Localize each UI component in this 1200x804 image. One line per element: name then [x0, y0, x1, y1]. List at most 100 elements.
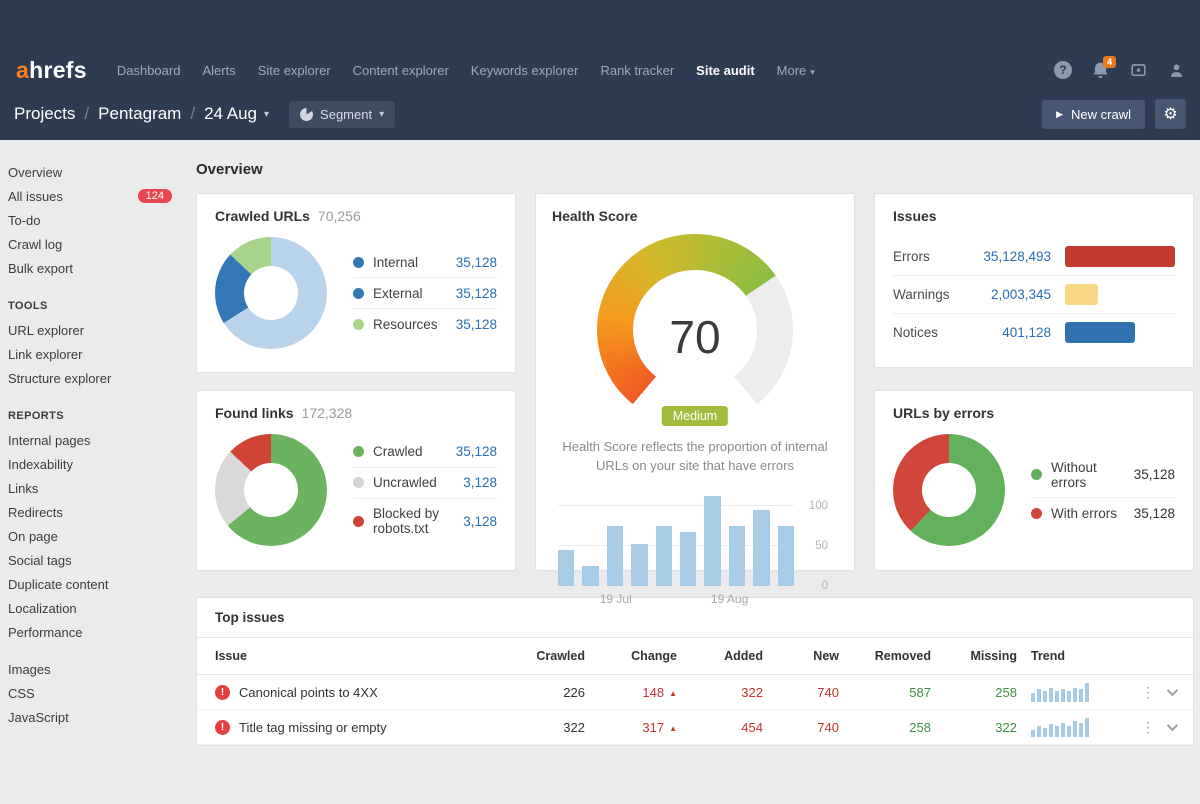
messages-icon[interactable]	[1129, 61, 1148, 80]
new-value: 740	[817, 684, 839, 700]
health-rating-badge: Medium	[661, 406, 729, 426]
issues-count-link[interactable]: 401,128	[1002, 325, 1051, 340]
new-crawl-button[interactable]: ▶ New crawl	[1042, 99, 1145, 129]
legend-label: External	[373, 285, 423, 301]
chevron-down-icon[interactable]	[1166, 684, 1179, 697]
nav-item-site-audit[interactable]: Site audit	[696, 62, 755, 78]
table-row: ! Canonical points to 4XX 226 148 ▲ 322 7…	[197, 675, 1193, 710]
sidebar-item-css[interactable]: CSS	[8, 681, 172, 705]
legend-value-link[interactable]: 35,128	[455, 316, 497, 332]
breadcrumb-projects[interactable]: Projects	[14, 104, 76, 123]
urls-by-errors-card: URLs by errors Without errors 35,128 Wit…	[874, 390, 1194, 571]
legend-value-link[interactable]: 35,128	[455, 285, 497, 301]
legend-item: External 35,128	[353, 278, 497, 309]
sidebar-item-label: JavaScript	[8, 709, 69, 725]
sidebar-item-links[interactable]: Links	[8, 476, 172, 500]
nav-item-dashboard[interactable]: Dashboard	[116, 62, 181, 78]
legend-value-link[interactable]: 3,128	[463, 475, 497, 490]
sidebar-item-duplicate-content[interactable]: Duplicate content	[8, 572, 172, 596]
settings-gear-button[interactable]: ⚙	[1155, 99, 1186, 129]
sidebar-item-label: Crawl log	[8, 236, 63, 252]
legend-value-link[interactable]: 35,128	[455, 254, 497, 270]
nav-item-content-explorer[interactable]: Content explorer	[352, 62, 449, 78]
legend-dot	[1031, 507, 1042, 519]
user-avatar[interactable]	[1167, 61, 1186, 80]
legend-value-link[interactable]: 3,128	[463, 513, 497, 529]
bar	[1049, 687, 1053, 702]
warnings-bar	[1065, 284, 1098, 305]
issues-count-link[interactable]: 35,128,493	[983, 249, 1051, 264]
issues-count-link[interactable]: 2,003,345	[990, 287, 1051, 302]
sidebar-item-label: Internal pages	[8, 432, 91, 448]
legend-item: Internal 35,128	[353, 247, 497, 278]
sidebar-item-bulk-export[interactable]: Bulk export	[8, 256, 172, 280]
breadcrumb-separator: /	[190, 104, 196, 123]
legend-label: Uncrawled	[373, 475, 437, 490]
sidebar-section: REPORTS Internal pages Indexability Links Re…	[8, 403, 172, 644]
kebab-menu-icon[interactable]: ⋮	[1141, 683, 1155, 700]
sidebar-item-overview[interactable]: Overview	[8, 160, 172, 184]
sidebar-item-label: Redirects	[8, 504, 63, 520]
legend-value-link[interactable]: 35,128	[455, 444, 497, 459]
legend-item: Without errors 35,128	[1031, 452, 1175, 498]
sidebar-item-performance[interactable]: Performance	[8, 620, 172, 644]
sidebar-item-all-issues[interactable]: All issues 124	[8, 184, 172, 208]
trend-sparkline	[1031, 682, 1123, 702]
segment-button[interactable]: Segment ▾	[289, 100, 396, 128]
health-history-chart: 100 50 0 19 Jul 19 Aug	[557, 492, 836, 606]
breadcrumb-project-name[interactable]: Pentagram	[98, 104, 182, 123]
nav-item-more[interactable]: More ▾	[776, 62, 815, 78]
bar	[1073, 720, 1077, 737]
issues-row: Warnings 2,003,345	[893, 276, 1175, 314]
sidebar-item-to-do[interactable]: To-do	[8, 208, 172, 232]
sidebar-item-redirects[interactable]: Redirects	[8, 500, 172, 524]
help-icon[interactable]: ?	[1054, 61, 1072, 79]
issue-name-link[interactable]: Canonical points to 4XX	[239, 684, 378, 700]
notifications-button[interactable]: 4	[1091, 55, 1116, 80]
sidebar-item-crawl-log[interactable]: Crawl log	[8, 232, 172, 256]
sidebar-item-social-tags[interactable]: Social tags	[8, 548, 172, 572]
bar-track	[1065, 246, 1175, 267]
legend-label: With errors	[1051, 505, 1118, 521]
sidebar-item-label: To-do	[8, 212, 41, 228]
sidebar-item-javascript[interactable]: JavaScript	[8, 705, 172, 729]
nav-item-rank-tracker[interactable]: Rank tracker	[600, 62, 675, 78]
sidebar-item-indexability[interactable]: Indexability	[8, 452, 172, 476]
chevron-down-icon: ▾	[810, 66, 815, 77]
issues-row: Notices 401,128	[893, 314, 1175, 351]
bar	[1061, 722, 1065, 737]
crawled-urls-donut-chart	[215, 237, 327, 349]
sidebar-item-label: Link explorer	[8, 346, 83, 362]
legend-dot	[353, 287, 364, 299]
change-value: 317 ▲	[585, 720, 677, 735]
sidebar-item-localization[interactable]: Localization	[8, 596, 172, 620]
sidebar-item-internal-pages[interactable]: Internal pages	[8, 428, 172, 452]
added-value: 322	[741, 684, 763, 700]
legend-item: Resources 35,128	[353, 309, 497, 339]
sidebar-item-images[interactable]: Images	[8, 657, 172, 681]
issue-name-link[interactable]: Title tag missing or empty	[239, 719, 387, 735]
ahrefs-logo[interactable]: ahrefs	[16, 57, 87, 84]
crawl-date-dropdown[interactable]: 24 Aug ▾	[204, 104, 269, 124]
legend-label: Blocked by robots.txt	[373, 506, 440, 536]
sidebar-item-link-explorer[interactable]: Link explorer	[8, 342, 172, 366]
bar	[1085, 682, 1089, 702]
header-icons: ? 4	[1054, 55, 1186, 80]
kebab-menu-icon[interactable]: ⋮	[1141, 718, 1155, 735]
health-score-card: Health Score 70 Medium Health Score refl…	[535, 193, 855, 606]
change-value: 148 ▲	[585, 685, 677, 700]
sidebar-item-on-page[interactable]: On page	[8, 524, 172, 548]
chat-icon	[1131, 63, 1146, 76]
bar	[1061, 689, 1065, 702]
sidebar-item-label: Social tags	[8, 552, 72, 568]
sidebar-item-structure-explorer[interactable]: Structure explorer	[8, 366, 172, 390]
sidebar-item-url-explorer[interactable]: URL explorer	[8, 318, 172, 342]
app-header: ahrefs Dashboard Alerts Site explorer Conte…	[0, 0, 1200, 140]
nav-item-keywords-explorer[interactable]: Keywords explorer	[470, 62, 579, 78]
nav-item-site-explorer[interactable]: Site explorer	[257, 62, 331, 78]
bar	[1067, 726, 1071, 737]
nav-item-alerts[interactable]: Alerts	[202, 62, 236, 78]
sidebar-item-label: Structure explorer	[8, 370, 112, 386]
bar-track	[1065, 284, 1175, 305]
chevron-down-icon[interactable]	[1166, 719, 1179, 732]
